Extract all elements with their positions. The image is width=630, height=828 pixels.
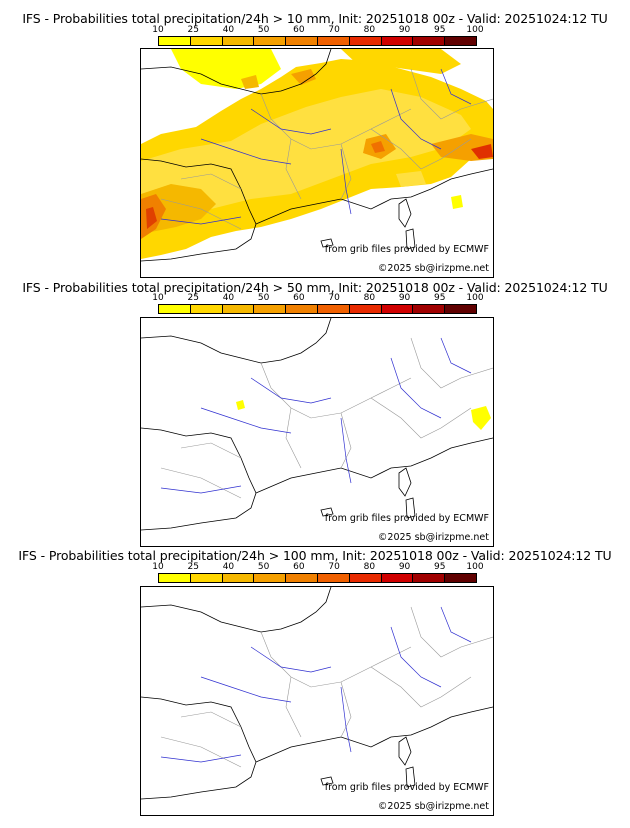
colorbar-segment	[413, 305, 446, 313]
colorbar-segment	[254, 37, 287, 45]
colorbar-tick-label: 95	[434, 562, 446, 572]
colorbar-segment	[159, 574, 191, 582]
colorbar-tick-label: 50	[257, 293, 270, 303]
colorbar-segment	[286, 574, 318, 582]
colorbar-tick-label: 70	[328, 25, 340, 35]
colorbar-segment	[159, 305, 191, 313]
colorbar-segment	[381, 305, 414, 313]
colorbar-tick-label: 100	[466, 293, 484, 303]
copyright-credit: ©2025 sb@irizpme.net	[377, 263, 489, 274]
map-1-canvas	[141, 49, 493, 262]
copyright-credit: ©2025 sb@irizpme.net	[377, 801, 489, 812]
colorbar-segment	[381, 574, 414, 582]
colorbar-segment	[190, 574, 223, 582]
panel-3-title: IFS - Probabilities total precipitation/…	[18, 548, 612, 563]
source-credit: from grib files provided by ECMWF	[324, 244, 489, 255]
copyright-credit: ©2025 sb@irizpme.net	[377, 532, 489, 543]
colorbar-segment	[286, 305, 318, 313]
colorbar-2	[158, 304, 477, 314]
colorbar-tick-label: 95	[434, 25, 446, 35]
coastlines	[141, 587, 493, 800]
colorbar-tick-label: 70	[328, 293, 340, 303]
colorbar-tick-label: 60	[293, 562, 305, 572]
colorbar-tick-label: 100	[466, 25, 484, 35]
rivers	[160, 68, 472, 225]
colorbar-segment	[317, 305, 350, 313]
colorbar-tick-label: 25	[187, 25, 199, 35]
admin-borders	[160, 68, 493, 230]
colorbar-tick-label: 50	[257, 562, 270, 572]
colorbar-segment	[413, 37, 446, 45]
colorbar-tick-label: 10	[152, 562, 164, 572]
colorbar-tick-label: 40	[222, 293, 235, 303]
colorbar-tick-label: 80	[363, 562, 376, 572]
colorbar-segment	[349, 37, 382, 45]
colorbar-2-ticks: 10 25 40 50 60 70 80 90 95 100	[152, 293, 483, 305]
colorbar-tick-label: 95	[434, 293, 446, 303]
colorbar-segment	[445, 37, 476, 45]
map-2: from grib files provided by ECMWF ©2025 …	[140, 317, 494, 547]
colorbar-tick-label: 80	[363, 25, 376, 35]
colorbar-segment	[222, 305, 255, 313]
colorbar-3	[158, 573, 477, 583]
admin-borders	[160, 606, 493, 768]
panel-1-title: IFS - Probabilities total precipitation/…	[22, 11, 608, 26]
colorbar-segment	[254, 305, 287, 313]
colorbar-1	[158, 36, 477, 46]
colorbar-segment	[349, 574, 382, 582]
colorbar-tick-label: 90	[398, 562, 411, 572]
colorbar-tick-label: 40	[222, 562, 235, 572]
colorbar-segment	[286, 37, 318, 45]
colorbar-segment	[190, 37, 223, 45]
colorbar-tick-label: 90	[398, 293, 411, 303]
rivers	[160, 337, 472, 494]
colorbar-tick-label: 80	[363, 293, 376, 303]
colorbar-segment	[413, 574, 446, 582]
colorbar-segment	[317, 37, 350, 45]
colorbar-tick-label: 60	[293, 25, 305, 35]
colorbar-segment	[159, 37, 191, 45]
colorbar-tick-label: 25	[187, 562, 199, 572]
map-3: from grib files provided by ECMWF ©2025 …	[140, 586, 494, 816]
colorbar-tick-label: 25	[187, 293, 199, 303]
precip-field-50mm	[236, 400, 491, 430]
colorbar-tick-label: 10	[152, 293, 164, 303]
colorbar-segment	[317, 574, 350, 582]
colorbar-segment	[381, 37, 414, 45]
source-credit: from grib files provided by ECMWF	[324, 513, 489, 524]
map-3-canvas	[141, 587, 493, 800]
colorbar-tick-label: 50	[257, 25, 270, 35]
coastlines	[141, 318, 493, 531]
source-credit: from grib files provided by ECMWF	[324, 782, 489, 793]
map-1: from grib files provided by ECMWF ©2025 …	[140, 48, 494, 278]
colorbar-tick-label: 90	[398, 25, 411, 35]
colorbar-tick-label: 10	[152, 25, 164, 35]
rivers	[160, 606, 472, 763]
colorbar-3-ticks: 10 25 40 50 60 70 80 90 95 100	[152, 562, 483, 574]
colorbar-segment	[254, 574, 287, 582]
map-2-canvas	[141, 318, 493, 531]
colorbar-tick-label: 70	[328, 562, 340, 572]
colorbar-segment	[349, 305, 382, 313]
colorbar-tick-label: 100	[466, 562, 484, 572]
colorbar-segment	[445, 574, 476, 582]
precip-field-10mm	[141, 49, 493, 259]
colorbar-segment	[445, 305, 476, 313]
colorbar-segment	[222, 37, 255, 45]
admin-borders	[160, 337, 493, 499]
colorbar-tick-label: 40	[222, 25, 235, 35]
colorbar-segment	[190, 305, 223, 313]
colorbar-1-ticks: 10 25 40 50 60 70 80 90 95 100	[152, 25, 483, 37]
colorbar-segment	[222, 574, 255, 582]
colorbar-tick-label: 60	[293, 293, 305, 303]
panel-2-title: IFS - Probabilities total precipitation/…	[22, 280, 608, 295]
